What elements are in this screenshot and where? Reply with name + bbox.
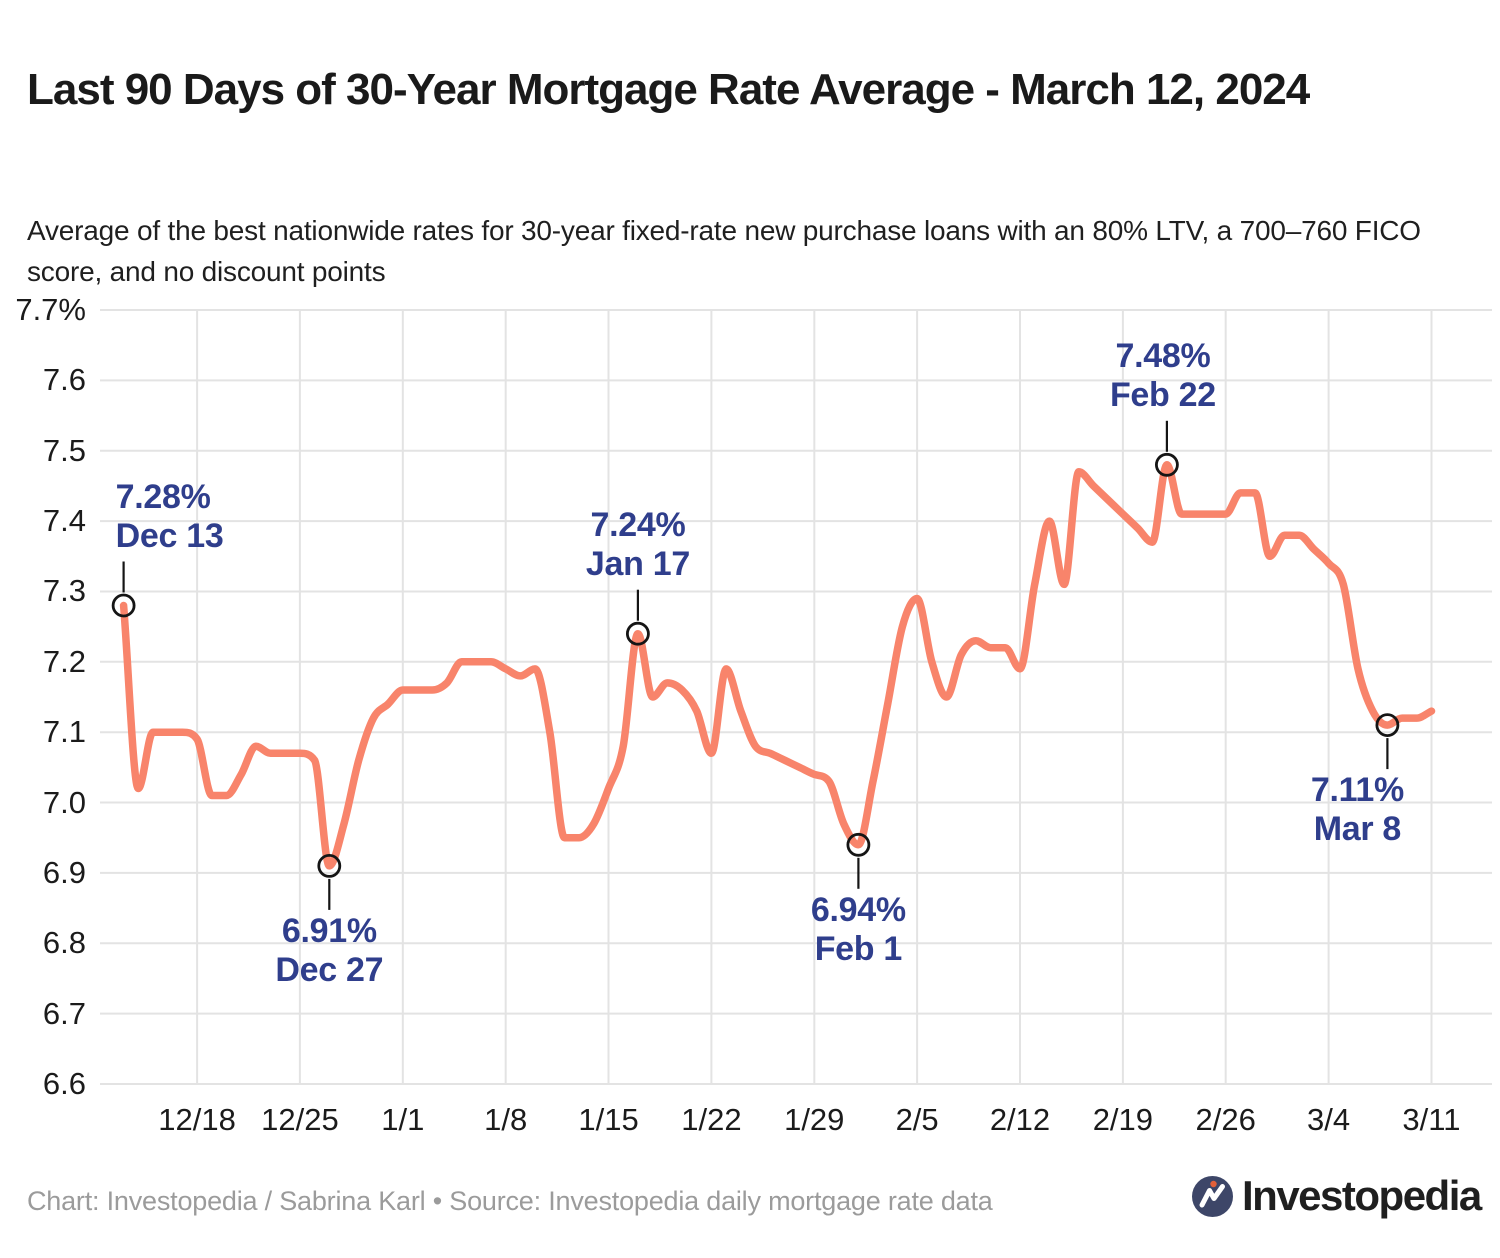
x-axis-tick-label: 1/15 xyxy=(578,1102,639,1137)
annotation-date: Feb 22 xyxy=(1109,375,1216,414)
annotation-value: 7.48% xyxy=(1115,336,1211,375)
annotation-value: 7.11% xyxy=(1310,771,1404,810)
y-axis-tick-label: 7.2 xyxy=(42,643,86,679)
annotation-value: 6.94% xyxy=(810,890,906,929)
annotation-value: 6.91% xyxy=(281,911,377,950)
y-axis-tick-label: 7.5 xyxy=(42,432,86,468)
investopedia-logo-text: Investopedia xyxy=(1242,1172,1482,1219)
annotation-date: Feb 1 xyxy=(814,929,903,968)
data-point-marker xyxy=(1155,452,1179,477)
x-axis-tick-label: 1/29 xyxy=(784,1102,845,1137)
y-axis-tick-label: 7.0 xyxy=(42,784,86,820)
annotation-value: 7.28% xyxy=(115,477,211,516)
x-axis-tick-label: 2/26 xyxy=(1195,1102,1256,1137)
x-axis-tick-label: 2/5 xyxy=(895,1102,939,1137)
data-point-marker xyxy=(317,854,342,878)
data-point-marker xyxy=(1375,713,1400,737)
annotation-feb-22: 7.48% Feb 22 xyxy=(1043,337,1283,415)
y-axis-tick-label: 7.3 xyxy=(42,573,86,609)
annotation-dec-27: 6.91% Dec 27 xyxy=(209,912,449,990)
annotation-value: 7.24% xyxy=(590,505,686,544)
annotation-feb-1: 6.94% Feb 1 xyxy=(738,891,978,969)
y-axis-tick-label: 6.6 xyxy=(42,1066,86,1101)
x-axis-tick-label: 1/8 xyxy=(484,1102,528,1137)
data-point-marker xyxy=(846,832,871,857)
data-point-marker xyxy=(626,621,650,646)
x-axis-tick-label: 2/19 xyxy=(1092,1102,1154,1137)
annotation-date: Dec 27 xyxy=(275,950,384,989)
annotation-mar-8: 7.11% Mar 8 xyxy=(1237,771,1477,849)
x-axis-tick-label: 2/12 xyxy=(989,1102,1051,1137)
x-axis-tick-label: 3/4 xyxy=(1307,1102,1351,1137)
page-subtitle: Average of the best nationwide rates for… xyxy=(27,215,1421,287)
x-axis-tick-label: 12/18 xyxy=(158,1102,236,1137)
annotation-date: Mar 8 xyxy=(1313,810,1402,849)
x-axis-tick-label: 3/11 xyxy=(1402,1102,1461,1137)
data-point-marker xyxy=(111,593,136,618)
rate-line-series xyxy=(119,461,1436,870)
annotation-jan-17: 7.24% Jan 17 xyxy=(518,506,758,584)
y-axis-tick-label: 7.4 xyxy=(42,503,86,539)
y-axis-tick-label: 6.7 xyxy=(42,995,86,1031)
y-axis-tick-label: 7.7% xyxy=(15,292,86,327)
x-axis-tick-label: 1/22 xyxy=(681,1102,742,1137)
annotation-dec-13: 7.28% Dec 13 xyxy=(116,478,356,556)
y-axis-tick-label: 7.1 xyxy=(42,714,86,750)
y-axis-tick-label: 6.9 xyxy=(42,854,86,890)
annotation-date: Jan 17 xyxy=(585,544,690,583)
y-axis-tick-label: 7.6 xyxy=(42,362,86,398)
y-axis-tick-label: 6.8 xyxy=(42,925,86,961)
page-title: Last 90 Days of 30-Year Mortgage Rate Av… xyxy=(27,65,1310,115)
annotation-date: Dec 13 xyxy=(115,516,224,555)
investopedia-logo: Investopedia xyxy=(1192,1172,1482,1220)
source-credit: Chart: Investopedia / Sabrina Karl • Sou… xyxy=(27,1186,993,1216)
investopedia-logo-icon xyxy=(1192,1175,1233,1217)
x-axis-tick-label: 1/1 xyxy=(381,1102,425,1137)
x-axis-tick-label: 12/25 xyxy=(261,1102,339,1137)
